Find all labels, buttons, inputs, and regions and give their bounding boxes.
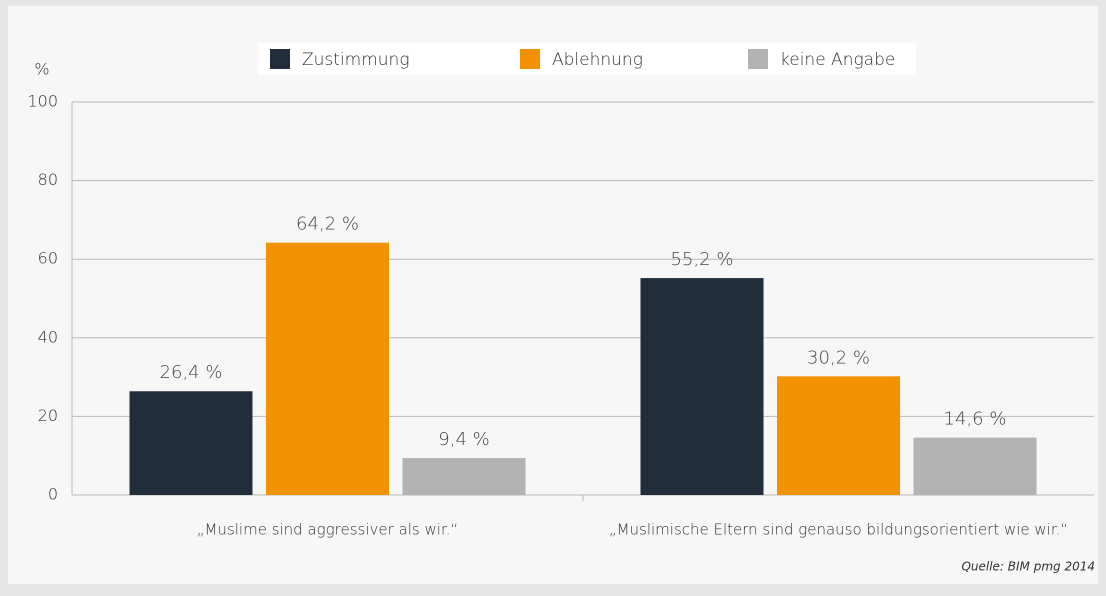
legend-box xyxy=(258,43,916,75)
legend-swatch xyxy=(748,49,768,69)
bar xyxy=(129,391,253,495)
value-label: 9,4 % xyxy=(438,429,489,450)
chart-background xyxy=(8,6,1098,584)
bar xyxy=(777,376,900,495)
bar xyxy=(402,458,526,495)
x-tick-label: „Muslime sind aggressiver als wir.“ xyxy=(197,521,459,539)
source: Quelle: BIM pmg 2014 xyxy=(961,560,1095,574)
y-axis-label: % xyxy=(34,60,49,79)
y-tick-label: 20 xyxy=(38,406,58,425)
y-tick-label: 80 xyxy=(38,170,58,189)
bar xyxy=(913,437,1037,495)
value-label: 14,6 % xyxy=(944,409,1007,430)
y-tick-label: 40 xyxy=(38,327,58,346)
value-label: 26,4 % xyxy=(160,362,223,383)
y-tick-label: 60 xyxy=(38,249,58,268)
y-tick-label: 100 xyxy=(27,92,58,111)
legend-label: Ablehnung xyxy=(552,50,643,70)
x-tick-label: „Muslimische Eltern sind genauso bildung… xyxy=(609,521,1068,539)
value-label: 55,2 % xyxy=(671,249,734,270)
legend-label: Zustimmung xyxy=(302,50,410,70)
value-label: 30,2 % xyxy=(807,347,870,368)
y-tick-label: 0 xyxy=(48,485,58,504)
bar xyxy=(640,278,764,495)
bar xyxy=(266,242,389,495)
value-label: 64,2 % xyxy=(296,214,359,235)
legend-label: keine Angabe xyxy=(780,50,895,70)
legend-swatch xyxy=(520,49,540,69)
legend-swatch xyxy=(270,49,290,69)
